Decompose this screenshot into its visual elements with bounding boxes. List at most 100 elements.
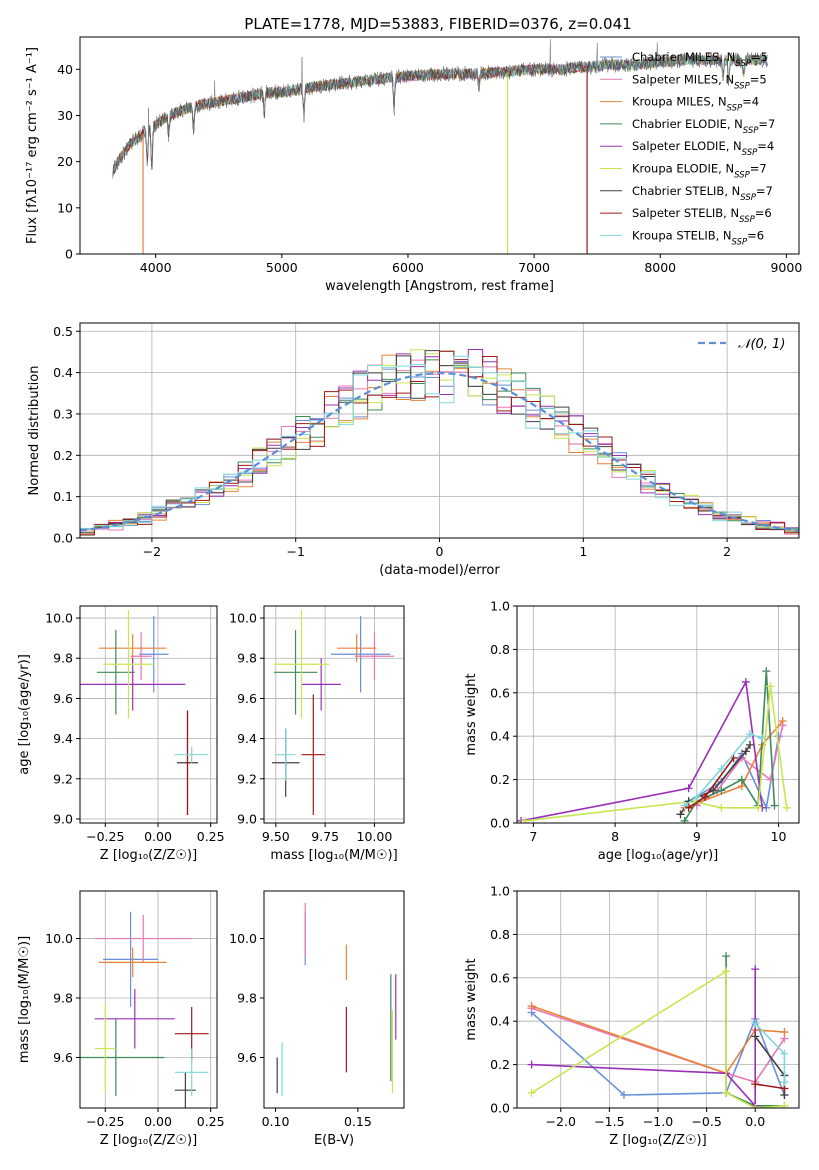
weight-marker-kroupa_elodie bbox=[527, 1088, 536, 1097]
legend-label: Salpeter MILES, NSSP=5 bbox=[632, 72, 767, 91]
axes-frame bbox=[79, 605, 218, 824]
weight-marker-kroupa_elodie bbox=[717, 803, 726, 812]
weight-marker-kroupa_stelib bbox=[758, 734, 767, 743]
y-tick-label: 9.0 bbox=[53, 811, 73, 826]
y-tick-label: 9.4 bbox=[53, 731, 73, 746]
x-tick-label: 0.15 bbox=[344, 1114, 372, 1129]
axes-frame bbox=[516, 605, 800, 824]
weight-marker-kroupa_stelib bbox=[692, 792, 701, 801]
y-tick-label: 9.6 bbox=[53, 691, 73, 706]
x-tick-label: 5000 bbox=[266, 260, 298, 275]
panel-residuals: −2 −1 0 1 2 0.0 0.1 0.2 0.3 0.4 0.5 (data-model)/er… bbox=[27, 322, 800, 578]
y-axis-label: mass weight bbox=[464, 958, 479, 1040]
legend-label: Salpeter STELIB, NSSP=6 bbox=[632, 206, 772, 225]
weight-marker-kroupa_stelib bbox=[680, 801, 689, 810]
x-tick-label: 10.00 bbox=[357, 829, 393, 844]
legend-label: Kroupa MILES, NSSP=4 bbox=[632, 95, 759, 114]
legend-label-normal: 𝒩(0, 1) bbox=[738, 337, 785, 352]
x-axis-label: mass [log₁₀(M/M☉)] bbox=[270, 848, 397, 863]
x-axis-label: E(B-V) bbox=[314, 1133, 354, 1148]
weight-line-kroupa_miles bbox=[684, 720, 784, 809]
x-tick-label: −0.25 bbox=[86, 829, 124, 844]
weight-marker-chabrier_stelib bbox=[741, 747, 750, 756]
weight-line-kroupa_elodie bbox=[525, 686, 788, 822]
y-tick-label: 0.0 bbox=[490, 1101, 510, 1116]
x-tick-label: 6000 bbox=[392, 260, 424, 275]
y-tick-label: 1.0 bbox=[490, 599, 510, 614]
weight-marker-kroupa_stelib bbox=[745, 730, 754, 739]
y-tick-label: 9.8 bbox=[53, 991, 73, 1006]
y-tick-label: 10.0 bbox=[45, 931, 73, 946]
y-tick-label: 9.8 bbox=[53, 651, 73, 666]
weight-marker-chabrier_stelib bbox=[676, 810, 685, 819]
x-tick-label: 0.00 bbox=[144, 1114, 172, 1129]
y-tick-label: 10.0 bbox=[229, 931, 257, 946]
y-tick-label: 0 bbox=[65, 247, 73, 262]
weight-marker-kroupa_stelib bbox=[780, 1077, 789, 1086]
weight-marker-kroupa_elodie bbox=[722, 967, 731, 976]
legend-label: Kroupa STELIB, NSSP=6 bbox=[632, 228, 764, 247]
plot-area-age_vs_Z bbox=[80, 610, 209, 815]
x-tick-label: 1 bbox=[579, 544, 587, 559]
panel-age_vs_Z: −0.25 0.00 0.25 9.0 9.2 9.4 9.6 9.8 10.0 Z [log₁₀… bbox=[17, 605, 225, 863]
y-tick-label: 0.6 bbox=[490, 685, 510, 700]
x-tick-label: 9000 bbox=[770, 260, 802, 275]
y-axis-label: Normed distribution bbox=[27, 366, 42, 496]
weight-marker-salpeter_stelib bbox=[701, 792, 709, 801]
x-tick-label: 4000 bbox=[140, 260, 172, 275]
y-tick-label: 0.1 bbox=[53, 489, 73, 504]
legend-label: Kroupa ELODIE, NSSP=7 bbox=[632, 162, 767, 181]
weight-marker-kroupa_miles bbox=[780, 1028, 789, 1037]
weight-marker-chabrier_elodie bbox=[737, 775, 746, 784]
weight-marker-salpeter_elodie bbox=[741, 677, 750, 686]
weight-marker-kroupa_stelib bbox=[717, 764, 726, 773]
spectrum-data-line bbox=[112, 39, 768, 179]
plot-area-weight_vs_Z bbox=[527, 952, 789, 1108]
x-tick-label: 0.25 bbox=[197, 829, 225, 844]
weight-marker-salpeter_stelib bbox=[684, 803, 693, 812]
y-tick-label: 40 bbox=[57, 62, 73, 77]
weight-marker-kroupa_elodie bbox=[782, 803, 791, 812]
y-tick-label: 0.2 bbox=[490, 1057, 510, 1072]
legend-label: Chabrier ELODIE, NSSP=7 bbox=[632, 117, 775, 136]
legend-label: Chabrier MILES, NSSP=5 bbox=[632, 50, 768, 69]
panel-weight_vs_Z: −2.0 −1.5 −1.0 −0.5 0.0 0.0 0.2 0.4 0.6 0.8 1.0 Z [… bbox=[464, 884, 800, 1148]
x-tick-label: −2 bbox=[143, 544, 161, 559]
x-tick-label: 9 bbox=[693, 829, 701, 844]
y-tick-label: 9.2 bbox=[53, 771, 73, 786]
x-tick-label: 0.0 bbox=[745, 1114, 765, 1129]
panel-weight_vs_age: 7 8 9 10 0.0 0.2 0.4 0.6 0.8 1.0 age [log₁₀(age/yr… bbox=[464, 599, 800, 863]
y-tick-label: 9.6 bbox=[237, 1050, 257, 1065]
x-axis-label: Z [log₁₀(Z/Z☉)] bbox=[100, 848, 197, 863]
weight-marker-salpeter_elodie bbox=[751, 965, 760, 974]
panel-mass_vs_EBV: 0.10 0.15 9.6 9.8 10.0 E(B-V) bbox=[229, 890, 405, 1148]
panel-spectrum: 4000 5000 6000 7000 8000 9000 0 10 20 30 40 wavelen… bbox=[25, 36, 802, 294]
x-tick-label: −1.0 bbox=[643, 1114, 673, 1129]
legend-label: Salpeter ELODIE, NSSP=4 bbox=[632, 139, 774, 158]
x-tick-label: −1.5 bbox=[594, 1114, 624, 1129]
y-tick-label: 9.6 bbox=[237, 691, 257, 706]
y-tick-label: 10 bbox=[57, 200, 73, 215]
x-tick-label: 0 bbox=[436, 544, 444, 559]
axes-frame bbox=[79, 890, 218, 1109]
x-tick-label: 7000 bbox=[518, 260, 550, 275]
x-tick-label: −0.25 bbox=[86, 1114, 124, 1129]
panel-age_vs_mass: 9.50 9.75 10.00 9.0 9.2 9.4 9.6 9.8 10.0 mass [lo… bbox=[229, 605, 405, 863]
x-tick-label: −2.0 bbox=[546, 1114, 576, 1129]
weight-marker-chabrier_elodie bbox=[717, 786, 726, 795]
x-tick-label: 0.00 bbox=[144, 829, 172, 844]
weight-line-salpeter_elodie bbox=[531, 969, 757, 1108]
y-tick-label: 10.0 bbox=[45, 611, 73, 626]
weight-marker-kroupa_elodie bbox=[751, 1104, 760, 1108]
weight-marker-chabrier_miles bbox=[774, 732, 783, 741]
weight-marker-kroupa_miles bbox=[778, 717, 787, 726]
x-tick-label: 0.10 bbox=[262, 1114, 290, 1129]
weight-line-salpeter_miles bbox=[531, 1007, 786, 1083]
y-tick-label: 9.0 bbox=[237, 811, 257, 826]
y-tick-label: 9.4 bbox=[237, 731, 257, 746]
y-tick-label: 0.0 bbox=[53, 531, 73, 546]
spectrum-legend: Chabrier MILES, NSSP=5 Salpeter MILES, NS… bbox=[600, 50, 775, 247]
axes-frame bbox=[263, 890, 405, 1109]
x-tick-label: 7 bbox=[529, 829, 537, 844]
